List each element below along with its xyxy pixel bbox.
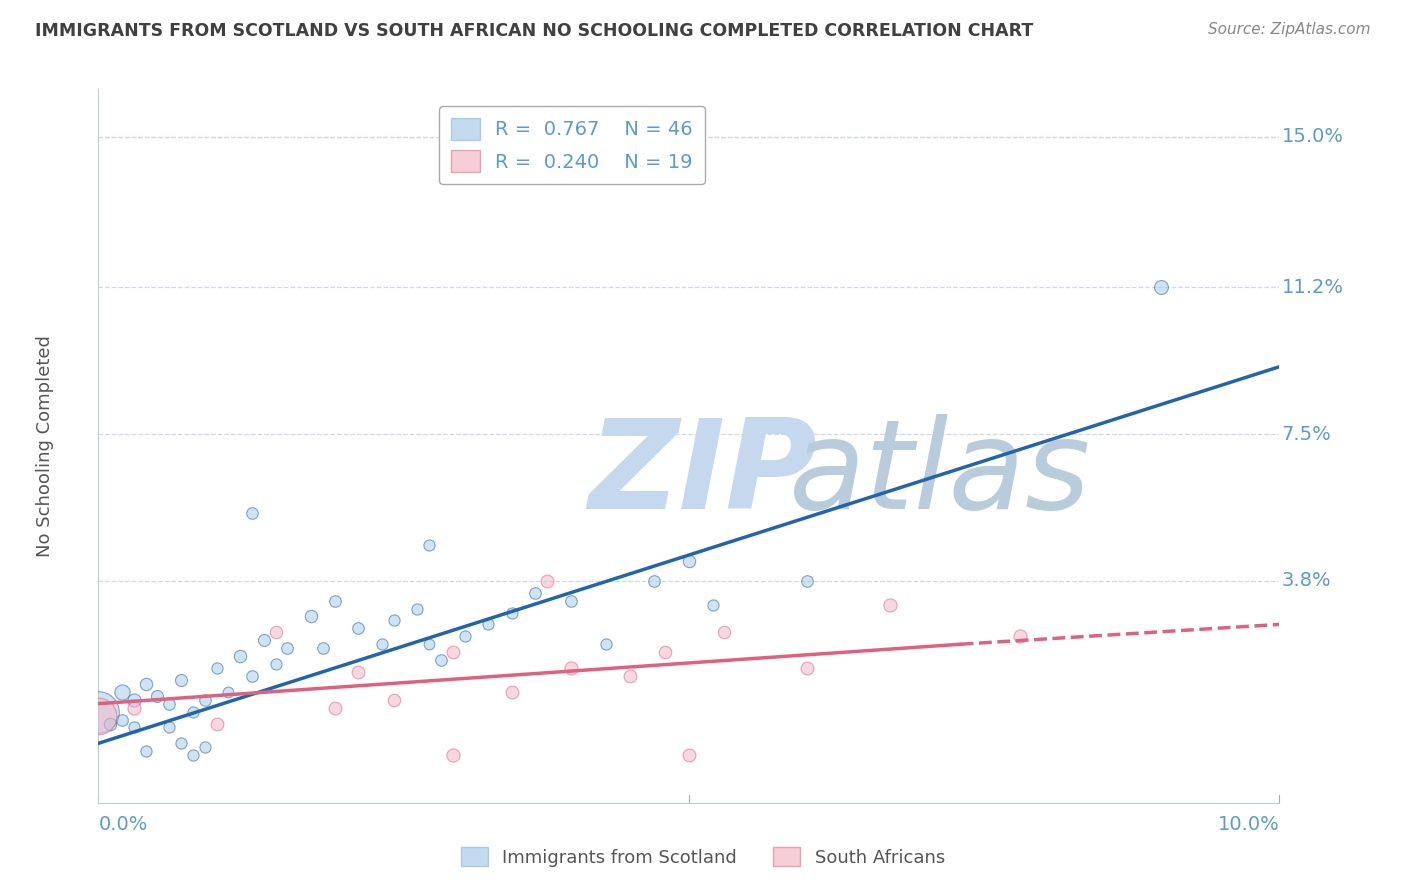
Point [430,653,453,667]
Point [312,641,335,656]
Point [382,614,405,628]
Point [536,574,558,588]
Point [371,637,394,651]
Point [181,705,204,719]
Text: Source: ZipAtlas.com: Source: ZipAtlas.com [1208,22,1371,37]
Point [157,721,180,735]
Text: atlas: atlas [789,414,1091,535]
Point [264,657,287,671]
Point [146,689,169,703]
Text: 7.5%: 7.5% [1282,425,1331,443]
Point [477,617,499,632]
Text: 15.0%: 15.0% [1282,128,1344,146]
Point [98,716,121,731]
Point [441,748,464,763]
Point [347,665,370,679]
Point [453,629,475,643]
Point [501,606,523,620]
Point [702,598,724,612]
Point [678,748,700,763]
Point [347,621,370,635]
Point [264,625,287,640]
Point [299,609,322,624]
Point [501,685,523,699]
Point [560,661,582,675]
Point [122,700,145,714]
Point [170,736,193,750]
Point [240,669,263,683]
Text: No Schooling Completed: No Schooling Completed [37,335,55,557]
Point [240,507,263,521]
Point [382,692,405,706]
Point [157,697,180,711]
Point [135,677,157,691]
Point [713,625,735,640]
Point [796,661,818,675]
Point [122,692,145,706]
Point [406,601,429,615]
Legend: R =  0.767    N = 46, R =  0.240    N = 19: R = 0.767 N = 46, R = 0.240 N = 19 [439,106,704,184]
Text: 11.2%: 11.2% [1282,278,1344,297]
Point [323,593,346,607]
Point [253,633,276,648]
Text: IMMIGRANTS FROM SCOTLAND VS SOUTH AFRICAN NO SCHOOLING COMPLETED CORRELATION CHA: IMMIGRANTS FROM SCOTLAND VS SOUTH AFRICA… [35,22,1033,40]
Point [418,538,440,552]
Point [418,637,440,651]
Point [229,649,252,664]
Point [135,744,157,758]
Point [524,585,547,599]
Point [194,740,217,755]
Text: 3.8%: 3.8% [1282,571,1331,591]
Point [1008,629,1031,643]
Point [217,685,239,699]
Point [441,645,464,659]
Point [122,721,145,735]
Point [194,692,217,706]
Point [181,748,204,763]
Point [560,593,582,607]
Point [205,661,228,675]
Text: ZIP: ZIP [589,414,817,535]
Point [619,669,641,683]
Text: 10.0%: 10.0% [1218,814,1279,834]
Point [643,574,665,588]
Point [87,708,110,723]
Legend: Immigrants from Scotland, South Africans: Immigrants from Scotland, South Africans [454,840,952,874]
Point [796,574,818,588]
Point [1150,280,1173,294]
Point [205,716,228,731]
Point [323,700,346,714]
Point [654,645,676,659]
Point [678,554,700,568]
Point [111,685,134,699]
Point [87,705,110,719]
Text: 0.0%: 0.0% [98,814,148,834]
Point [595,637,617,651]
Point [111,713,134,727]
Point [276,641,298,656]
Point [879,598,901,612]
Point [170,673,193,687]
